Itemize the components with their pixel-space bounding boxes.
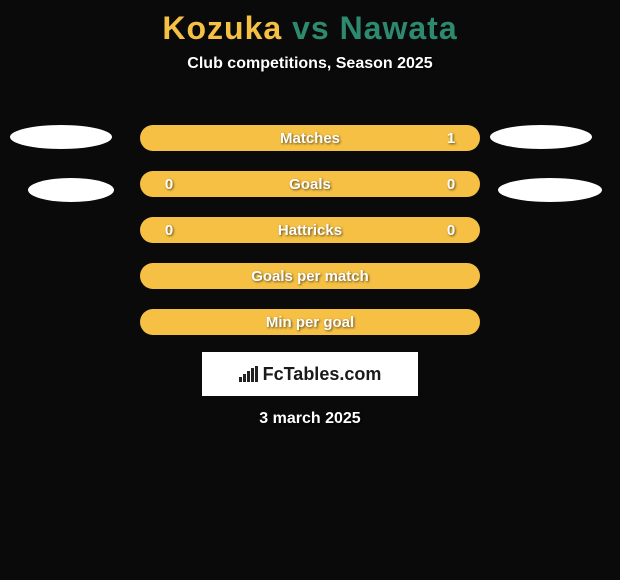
stat-left-value: 0: [154, 222, 184, 239]
stat-label: Goals: [184, 176, 436, 193]
branding-badge: FcTables.com: [202, 352, 418, 396]
stat-row-goals: 0 Goals 0: [140, 171, 480, 197]
stat-label: Matches: [184, 130, 436, 147]
stat-right-value: 0: [436, 176, 466, 193]
avatar-placeholder-right-2: [498, 178, 602, 202]
avatar-placeholder-left-2: [28, 178, 114, 202]
avatar-placeholder-left-1: [10, 125, 112, 149]
title-player1: Kozuka: [162, 10, 282, 46]
stat-row-min-per-goal: Min per goal: [140, 309, 480, 335]
page-title: Kozuka vs Nawata: [0, 0, 620, 47]
stat-label: Hattricks: [184, 222, 436, 239]
stat-row-hattricks: 0 Hattricks 0: [140, 217, 480, 243]
stat-row-goals-per-match: Goals per match: [140, 263, 480, 289]
title-vs: vs: [282, 10, 339, 46]
stat-label: Min per goal: [184, 314, 436, 331]
avatar-placeholder-right-1: [490, 125, 592, 149]
stat-left-value: 0: [154, 176, 184, 193]
stat-right-value: 0: [436, 222, 466, 239]
subtitle: Club competitions, Season 2025: [0, 55, 620, 73]
title-player2: Nawata: [340, 10, 458, 46]
stats-container: Matches 1 0 Goals 0 0 Hattricks 0 Goals …: [140, 125, 480, 355]
stat-label: Goals per match: [184, 268, 436, 285]
footer-date: 3 march 2025: [0, 410, 620, 428]
stat-right-value: 1: [436, 130, 466, 147]
stat-row-matches: Matches 1: [140, 125, 480, 151]
branding-text: FcTables.com: [263, 364, 382, 385]
bar-chart-icon: [239, 366, 259, 382]
